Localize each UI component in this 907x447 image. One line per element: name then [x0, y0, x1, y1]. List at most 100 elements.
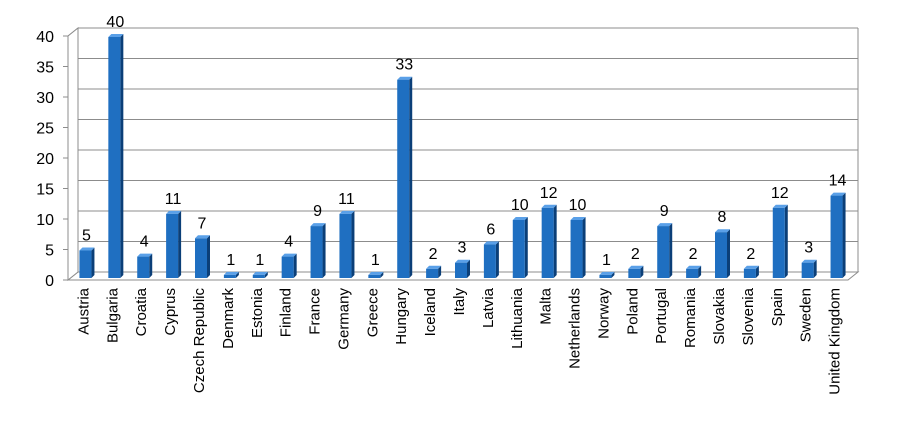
bar-lithuania — [512, 217, 528, 278]
bar-side — [178, 210, 182, 278]
y-tick-label: 10 — [36, 212, 54, 229]
y-tick-label: 20 — [36, 151, 54, 168]
labels: 0 5 10 15 20 25 30 35 40 5 Austria 40 Bulgaria 4 Croat… — [36, 14, 846, 395]
data-label: 40 — [106, 14, 124, 31]
category-label: Estonia — [249, 287, 266, 338]
data-label: 4 — [140, 234, 149, 251]
bar-side — [582, 217, 586, 278]
bar-side — [235, 271, 239, 278]
bar-top — [512, 217, 528, 220]
bar-top — [137, 253, 153, 257]
bar-front — [166, 213, 179, 278]
bar-top — [541, 204, 557, 208]
bar-front — [79, 250, 92, 278]
data-label: 1 — [226, 252, 235, 269]
y-tick-label: 0 — [45, 273, 54, 290]
bar-top — [483, 241, 499, 245]
bar-side — [553, 204, 557, 278]
category-label: Austria — [75, 287, 92, 334]
category-label: Cyprus — [162, 288, 179, 336]
category-label: Norway — [595, 288, 612, 339]
bar-top — [281, 253, 297, 257]
bar-front — [628, 268, 641, 278]
data-label: 8 — [718, 209, 727, 226]
data-label: 10 — [569, 197, 587, 214]
bar-iceland — [426, 265, 442, 278]
category-label: Italy — [451, 288, 468, 316]
bar-side — [438, 265, 442, 278]
category-label: Lithuania — [509, 287, 526, 349]
bar-front — [657, 226, 670, 278]
bar-poland — [628, 265, 644, 278]
bar-side — [727, 229, 730, 278]
data-label: 2 — [631, 246, 640, 263]
bar-side — [351, 210, 355, 278]
bar-romania — [686, 265, 702, 278]
category-label: Hungary — [393, 288, 410, 345]
bar-top — [599, 271, 615, 275]
bar-top — [772, 204, 788, 208]
bar-front — [281, 256, 294, 278]
bar-front — [455, 262, 467, 278]
category-label: United Kingdom — [827, 288, 844, 395]
category-label: Finland — [278, 288, 295, 337]
bar-side — [264, 271, 268, 278]
data-label: 9 — [660, 203, 669, 220]
y-tick-label: 30 — [36, 90, 54, 107]
bar-front — [368, 274, 381, 278]
category-label: Poland — [624, 288, 641, 335]
bar-latvia — [483, 241, 499, 278]
bar-side — [495, 241, 499, 278]
category-label: Spain — [769, 288, 786, 326]
bar-top — [252, 271, 268, 275]
bar-side — [813, 259, 817, 278]
category-label: France — [307, 288, 324, 335]
bar-italy — [455, 259, 470, 278]
bar-side — [120, 34, 124, 278]
bar-top — [339, 210, 355, 214]
category-label: Netherlands — [567, 288, 584, 369]
bar-side — [467, 259, 470, 278]
bar-czech-republic — [195, 235, 210, 278]
bar-front — [108, 37, 121, 278]
bar-top — [166, 210, 182, 214]
bar-side — [293, 253, 297, 278]
data-label: 14 — [829, 173, 847, 190]
bar-side — [149, 253, 153, 278]
bar-front — [830, 195, 843, 278]
bar-top — [657, 223, 673, 227]
bar-top — [455, 259, 470, 263]
bar-top — [310, 223, 326, 227]
data-label: 9 — [313, 203, 322, 220]
bar-front — [570, 220, 583, 278]
data-label: 2 — [429, 246, 438, 263]
data-label: 2 — [746, 246, 755, 263]
category-label: Croatia — [133, 287, 150, 336]
bar-hungary — [397, 76, 413, 278]
bar-side — [640, 265, 644, 278]
bar-front — [686, 268, 699, 278]
category-label: Greece — [364, 288, 381, 337]
category-label: Denmark — [220, 288, 237, 349]
bar-bulgaria — [108, 34, 124, 278]
bar-side — [669, 223, 673, 278]
data-label: 7 — [198, 215, 207, 232]
bar-front — [772, 207, 785, 278]
bar-side — [842, 192, 846, 278]
bar-front — [743, 268, 756, 278]
data-label: 11 — [338, 191, 355, 208]
category-label: Bulgaria — [104, 287, 121, 343]
bar-front — [252, 274, 265, 278]
bar-front — [137, 256, 150, 278]
bar-side — [409, 76, 413, 278]
bar-front — [397, 79, 410, 278]
bar-side — [207, 235, 210, 278]
data-label: 1 — [255, 252, 264, 269]
bar-side — [784, 204, 788, 278]
bar-side — [611, 271, 615, 278]
bar-sweden — [801, 259, 817, 278]
y-tick-label: 40 — [36, 29, 54, 46]
y-tick-label: 5 — [45, 243, 54, 260]
bar-denmark — [223, 271, 239, 278]
